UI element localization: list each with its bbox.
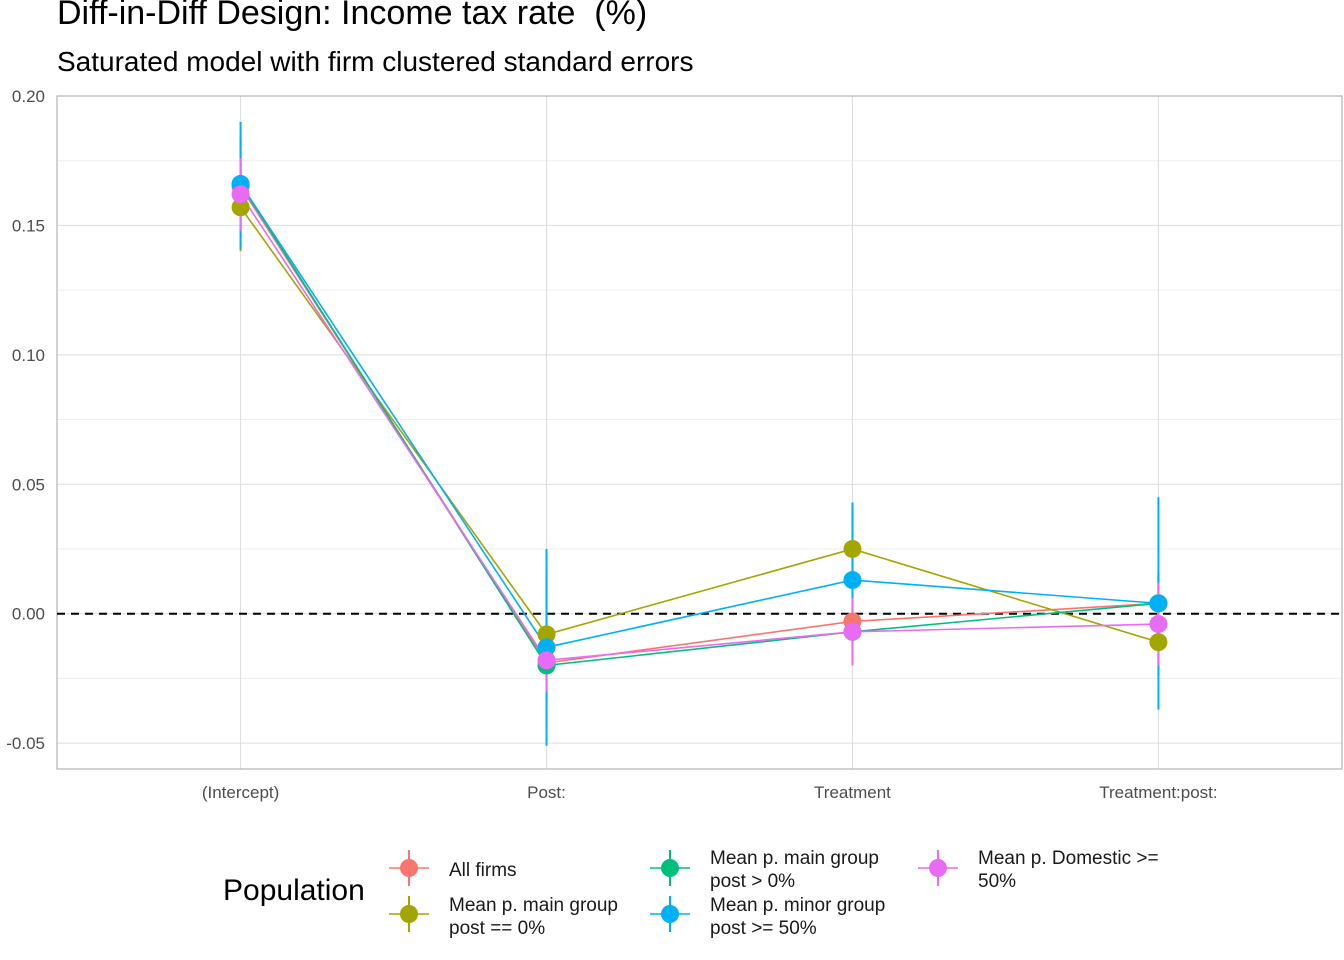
chart-subtitle: Saturated model with firm clustered stan… <box>57 46 694 77</box>
series-line-2 <box>239 183 1159 667</box>
y-tick-label: 0.10 <box>12 346 45 365</box>
x-tick-label: Treatment:post: <box>1099 783 1217 802</box>
y-tick-label: 0.00 <box>12 605 45 624</box>
legend-label-all-firms: All firms <box>449 860 517 881</box>
legend-label-minor-group: Mean p. minor group post >= 50% <box>710 895 886 939</box>
y-tick-label: 0.20 <box>12 87 45 106</box>
data-point-1-1 <box>537 625 556 644</box>
legend-key-main-group-post-zero <box>389 896 429 932</box>
legend-label-domestic: Mean p. Domestic >= 50% <box>978 848 1159 892</box>
legend-label-main-group-post-positive: Mean p. main group post > 0% <box>710 848 879 892</box>
legend-key-point <box>400 859 418 877</box>
data-point-3-1 <box>537 638 556 657</box>
data-point-3-2 <box>843 571 862 590</box>
legend-title: Population <box>223 874 365 907</box>
x-tick-label: (Intercept) <box>202 783 279 802</box>
series-line-4 <box>239 193 1159 662</box>
legend-key-point <box>929 859 947 877</box>
y-tick-label: -0.05 <box>6 734 45 753</box>
data-point-4-2 <box>843 622 862 641</box>
series-line-3 <box>239 183 1159 649</box>
data-point-3-3 <box>1149 594 1168 613</box>
legend-key-point <box>400 905 418 923</box>
data-point-4-3 <box>1149 615 1168 634</box>
legend-key-main-group-post-positive <box>650 850 690 886</box>
data-point-1-0 <box>231 198 250 217</box>
panel-border <box>56 95 1343 770</box>
legend-key-point <box>661 905 679 923</box>
chart-title: Diff-in-Diff Design: Income tax rate (%) <box>57 0 648 32</box>
legend-key-minor-group <box>650 896 690 932</box>
y-tick-label: 0.15 <box>12 216 45 235</box>
series-line-1 <box>239 206 1159 643</box>
legend-key-point <box>661 859 679 877</box>
legend-key-all-firms <box>389 850 429 886</box>
x-tick-label: Treatment <box>814 783 891 802</box>
legend-key-domestic <box>918 850 958 886</box>
data-point-4-1 <box>537 651 556 670</box>
data-point-1-2 <box>843 539 862 558</box>
legend-label-main-group-post-zero: Mean p. main group post == 0% <box>449 895 618 939</box>
x-tick-label: Post: <box>527 783 566 802</box>
data-point-4-0 <box>231 185 250 204</box>
data-point-1-3 <box>1149 633 1168 652</box>
y-tick-label: 0.05 <box>12 475 45 494</box>
